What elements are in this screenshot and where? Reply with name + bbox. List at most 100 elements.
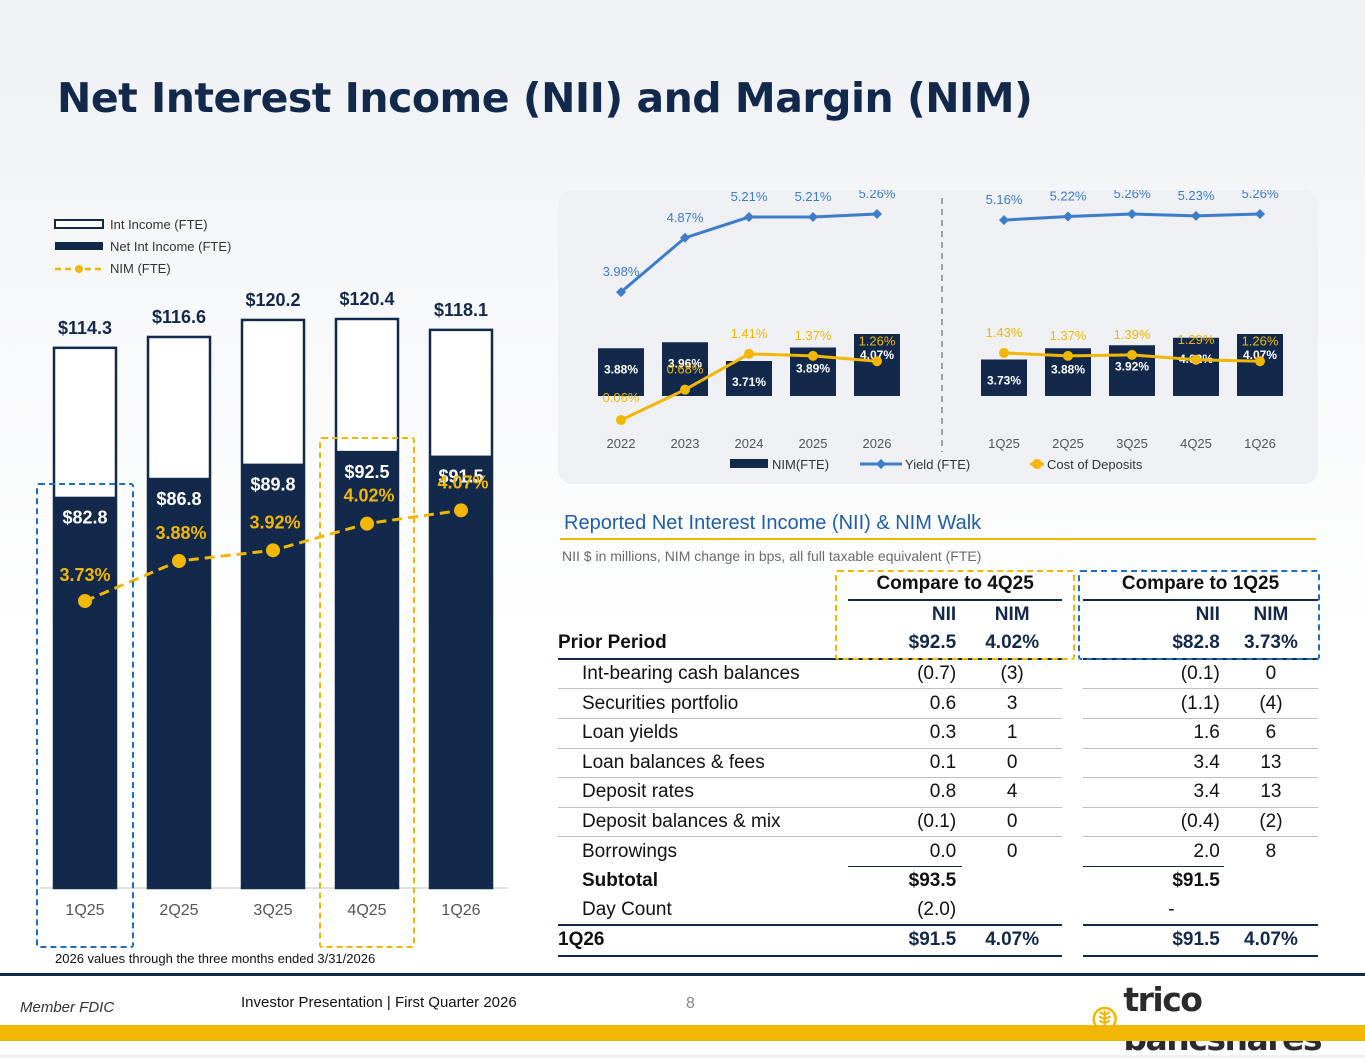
walk-title: Reported Net Interest Income (NII) & NIM… <box>564 512 982 534</box>
legend-swatch-net-int-income <box>55 242 103 250</box>
label-nim-fte: 3.92% <box>1115 359 1149 373</box>
highlight-1q25-bar <box>36 483 134 948</box>
bar-nim-fte <box>598 348 644 396</box>
yield-label: 5.21% <box>795 190 832 204</box>
yield-point <box>1255 209 1265 219</box>
cost-deposits-point <box>1063 350 1073 361</box>
group-header-4q25: Compare to 4Q25 <box>848 570 1063 601</box>
walk-row: Deposit rates 0.8 4 3.4 13 <box>558 777 1318 808</box>
footer-accent-bar <box>0 1025 1365 1041</box>
label-nim-fte: 3.96% <box>668 356 702 370</box>
yield-point <box>616 287 626 298</box>
highlight-4q25-table <box>835 570 1075 660</box>
prior-row: Prior Period $92.5 4.02% $82.8 3.73% <box>558 629 1318 660</box>
label-net-int-income: $92.5 <box>344 462 389 482</box>
walk-row: Loan yields 0.3 1 1.6 6 <box>558 718 1318 749</box>
col-nii-4q25: NII <box>931 603 957 625</box>
walk-subtitle: NII $ in millions, NIM change in bps, al… <box>562 548 982 564</box>
label-int-income: $114.3 <box>58 318 112 338</box>
nim-point <box>266 543 280 558</box>
walk-row: Loan balances & fees 0.1 0 3.4 13 <box>558 748 1318 779</box>
cost-deposits-point <box>1127 349 1137 360</box>
x-tick-label: 2023 <box>671 436 700 451</box>
cost-deposits-point <box>680 384 690 395</box>
x-tick-label: 1Q26 <box>1244 436 1276 451</box>
walk-title-rule <box>560 538 1316 540</box>
legend-yield: Yield (FTE) <box>905 457 970 472</box>
legend-marker-cost <box>1032 459 1042 469</box>
x-tick-label: 2Q25 <box>159 902 198 919</box>
cost-deposits-label: 1.39% <box>1114 327 1151 342</box>
legend-int-income: Int Income (FTE) <box>110 217 208 232</box>
label-nim-fte: 3.88% <box>1051 362 1085 376</box>
cost-deposits-label: 0.68% <box>667 362 704 377</box>
member-fdic: Member FDIC <box>20 999 115 1016</box>
bar-nim-fte <box>981 359 1027 396</box>
subtotal-row: Subtotal $93.5 $91.5 <box>558 865 1318 896</box>
col-nim-4q25: NIM <box>994 603 1030 625</box>
x-tick-label: 1Q25 <box>65 902 104 919</box>
yield-label: 5.26% <box>1114 190 1151 201</box>
x-tick-label: 4Q25 <box>1180 436 1212 451</box>
bar-nim-fte <box>1173 337 1219 396</box>
x-tick-label: 2024 <box>735 436 764 451</box>
label-nim-fte: 4.07% <box>1243 348 1277 362</box>
label-int-income: $116.6 <box>152 307 206 327</box>
cost-deposits-point <box>808 350 818 361</box>
legend-nim: NIM (FTE) <box>110 261 171 276</box>
yield-point <box>872 209 882 219</box>
highlight-1q25-table <box>1078 570 1320 660</box>
label-int-income: $120.2 <box>245 290 300 310</box>
nim-point <box>360 516 374 531</box>
cost-deposits-point <box>616 415 626 426</box>
cost-deposits-label: 0.06% <box>603 390 640 405</box>
bar-nim-fte <box>726 361 772 396</box>
yield-label: 5.16% <box>986 192 1023 207</box>
footer-presentation: Investor Presentation | First Quarter 20… <box>241 994 517 1011</box>
cost-deposits-point <box>744 348 754 359</box>
legend-marker-nim <box>75 265 83 273</box>
group-header-1q25: Compare to 1Q25 <box>1083 570 1318 601</box>
label-int-income: $118.1 <box>434 300 488 320</box>
x-tick-label: 3Q25 <box>253 902 292 919</box>
x-tick-label: 2025 <box>799 436 828 451</box>
yield-label: 5.26% <box>859 190 896 201</box>
yield-point <box>680 232 690 243</box>
nim-point <box>454 503 468 518</box>
label-nim-fte: 4.07% <box>860 348 894 362</box>
yield-point <box>808 212 818 223</box>
label-net-int-income: $91.5 <box>438 467 483 487</box>
nii-quarterly-chart: Int Income (FTE) Net Int Income (FTE) NIM … <box>40 217 508 919</box>
yield-label: 5.21% <box>731 190 768 204</box>
yield-label: 4.87% <box>667 210 704 225</box>
bar-net-int-income <box>430 455 492 888</box>
cost-deposits-label: 1.41% <box>731 326 768 341</box>
col-nim-1q25: NIM <box>1253 603 1289 625</box>
bar-net-int-income <box>242 463 304 888</box>
walk-row: Securities portfolio 0.6 3 (1.1) (4) <box>558 688 1318 719</box>
label-net-int-income: $89.8 <box>250 475 295 495</box>
cost-deposits-label: 1.37% <box>1050 328 1087 343</box>
label-nim: 3.88% <box>155 523 206 543</box>
company-logo: trico bancshares <box>1092 980 1365 1058</box>
cost-deposits-point <box>1191 354 1201 365</box>
x-tick-label: 2026 <box>863 436 892 451</box>
walk-row: Int-bearing cash balances (0.7) (3) (0.1) 0 <box>558 658 1318 690</box>
x-tick-label: 4Q25 <box>347 902 386 919</box>
yield-label: 5.26% <box>1242 190 1279 201</box>
cost-deposits-point <box>872 356 882 367</box>
yield-cost-panel: 3.88% 2022 3.96% 2023 3.71% 2024 3.89% 2025 4.07… <box>558 190 1318 484</box>
label-nim: 3.73% <box>59 565 110 585</box>
x-tick-label: 3Q25 <box>1116 436 1148 451</box>
yield-point <box>999 215 1009 226</box>
cost-deposits-point <box>999 347 1009 358</box>
page-title: Net Interest Income (NII) and Margin (NI… <box>57 74 1033 122</box>
x-tick-label: 1Q26 <box>441 902 480 919</box>
yield-label: 5.22% <box>1050 190 1087 203</box>
label-nim-fte: 3.89% <box>796 362 830 376</box>
label-int-income: $120.4 <box>339 289 394 309</box>
label-nim: 4.02% <box>343 486 394 506</box>
final-row: 1Q26 $91.5 4.07% $91.5 4.07% <box>558 925 1318 957</box>
walk-row: Deposit balances & mix (0.1) 0 (0.4) (2) <box>558 807 1318 838</box>
legend-swatch-int-income <box>54 219 104 229</box>
